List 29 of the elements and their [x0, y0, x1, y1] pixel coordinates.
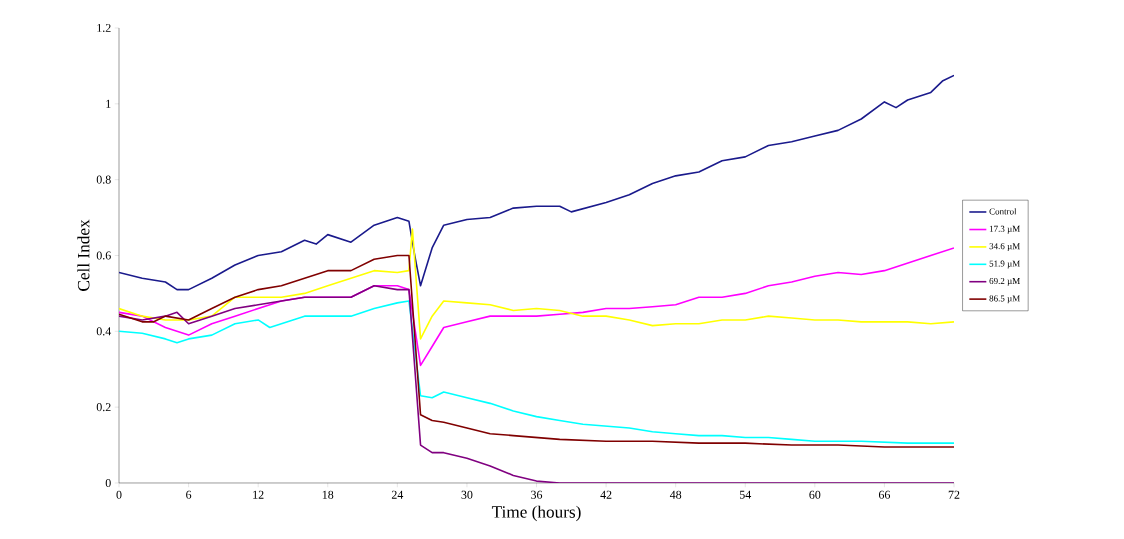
y-tick-label: 0.2	[96, 403, 111, 412]
x-tick-label: 66	[878, 490, 891, 499]
y-tick-label: 1.2	[97, 23, 111, 33]
line-series	[119, 74, 954, 291]
x-tick-label: 6	[186, 490, 192, 499]
legend-label: 86.5 µM	[989, 295, 1020, 304]
y-axis-title: Cell Index	[77, 219, 90, 291]
x-tick-label: 48	[669, 490, 682, 499]
y-tick-label: 1	[106, 99, 111, 108]
x-tick-label: 36	[531, 490, 543, 499]
y-tick-label: 0.6	[96, 251, 111, 260]
y-tick-label: 0	[105, 478, 111, 488]
x-tick-label: 30	[461, 490, 473, 499]
x-axis-title: Time (hours)	[491, 505, 581, 522]
y-tick-label: 0.8	[96, 175, 111, 184]
legend-label: 34.6 µM	[989, 243, 1020, 252]
legend-label: 69.2 µM	[989, 277, 1020, 286]
x-tick-label: 54	[739, 490, 752, 499]
x-tick-label: 12	[253, 490, 264, 499]
x-tick-label: 60	[809, 490, 821, 499]
legend-label: 17.3 µM	[989, 225, 1020, 234]
x-tick-label: 72	[948, 490, 960, 499]
x-tick-label: 18	[322, 490, 334, 499]
legend-label: 51.9 µM	[989, 260, 1020, 269]
x-tick-label: 0	[116, 490, 122, 499]
x-tick-label: 24	[391, 490, 404, 499]
legend-label: Control	[989, 208, 1017, 215]
y-tick-label: 0.4	[96, 327, 112, 336]
x-tick-label: 42	[600, 490, 612, 499]
